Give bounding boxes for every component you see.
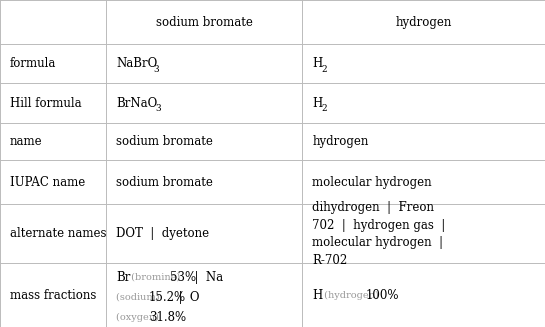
Text: hydrogen: hydrogen (396, 16, 452, 28)
Text: 53%: 53% (170, 271, 196, 284)
Text: |  Na: | Na (187, 271, 223, 284)
Text: 2: 2 (321, 104, 326, 113)
Text: (bromine): (bromine) (128, 273, 184, 282)
Text: 31.8%: 31.8% (149, 311, 186, 323)
Text: 2: 2 (321, 65, 326, 74)
Text: alternate names: alternate names (10, 227, 106, 240)
Text: hydrogen: hydrogen (312, 135, 368, 148)
Text: NaBrO: NaBrO (116, 57, 158, 70)
Text: |  O: | O (171, 291, 199, 303)
Text: sodium bromate: sodium bromate (116, 135, 213, 148)
Text: formula: formula (10, 57, 56, 70)
Text: 100%: 100% (366, 289, 399, 301)
Text: Hill formula: Hill formula (10, 96, 81, 110)
Text: H: H (312, 96, 323, 110)
Text: H: H (312, 289, 323, 301)
Text: sodium bromate: sodium bromate (116, 176, 213, 189)
Text: 3: 3 (155, 104, 161, 113)
Text: Br: Br (116, 271, 130, 284)
Text: 3: 3 (153, 65, 159, 74)
Text: BrNaO: BrNaO (116, 96, 158, 110)
Text: mass fractions: mass fractions (10, 289, 96, 301)
Text: (hydrogen): (hydrogen) (321, 291, 382, 300)
Text: DOT  |  dyetone: DOT | dyetone (116, 227, 209, 240)
Text: H: H (312, 57, 323, 70)
Text: 15.2%: 15.2% (149, 291, 186, 303)
Text: IUPAC name: IUPAC name (10, 176, 85, 189)
Text: (oxygen): (oxygen) (116, 313, 162, 321)
Text: dihydrogen  |  Freon
702  |  hydrogen gas  |
molecular hydrogen  |
R-702: dihydrogen | Freon 702 | hydrogen gas | … (312, 201, 445, 267)
Text: name: name (10, 135, 43, 148)
Text: sodium bromate: sodium bromate (156, 16, 253, 28)
Text: molecular hydrogen: molecular hydrogen (312, 176, 432, 189)
Text: (sodium): (sodium) (116, 293, 163, 301)
